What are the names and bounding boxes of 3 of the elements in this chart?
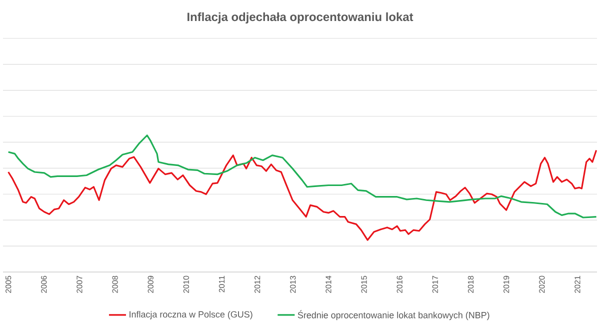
- legend-label: Inflacja roczna w Polsce (GUS): [130, 310, 252, 320]
- chart-title: Inflacja odjechała oprocentowaniu lokat: [188, 12, 414, 24]
- legend-label: Średnie oprocentowanie lokat bankowych (NBP): [298, 310, 490, 320]
